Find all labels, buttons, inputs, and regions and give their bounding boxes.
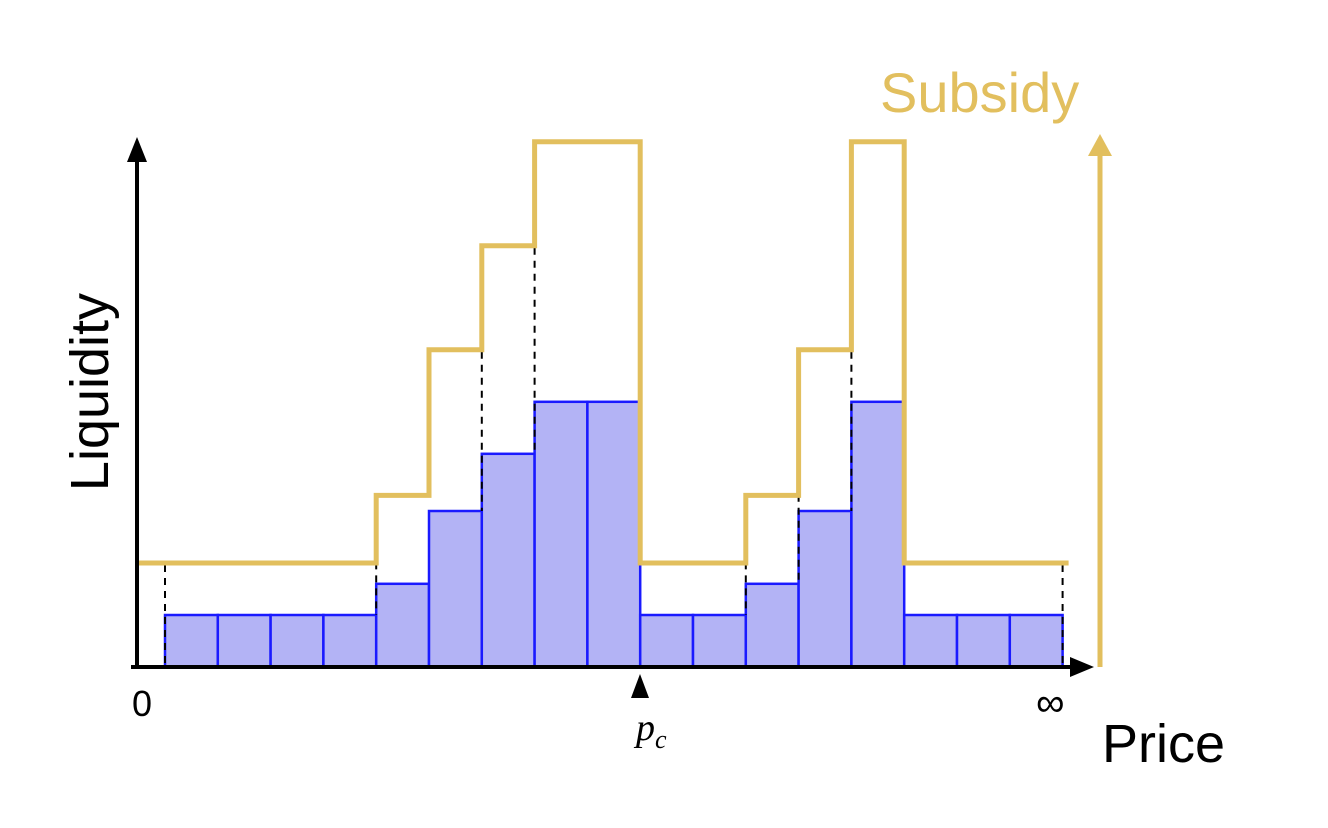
liquidity-bar — [691, 613, 748, 669]
liquidity-bar — [1008, 613, 1064, 669]
liquidity-bar — [163, 613, 220, 669]
liquidity-bar — [480, 452, 536, 669]
liquidity-bar — [216, 613, 272, 669]
subsidy-arrow — [1088, 134, 1112, 667]
liquidity-bar — [322, 613, 378, 669]
x-axis — [131, 657, 1094, 677]
current-price-label-subscript: c — [655, 725, 667, 754]
liquidity-bar — [797, 509, 853, 669]
y-axis — [127, 137, 147, 667]
infinity-label: ∞ — [1036, 681, 1065, 725]
current-price-label-base: p — [633, 707, 655, 749]
subsidy-label: Subsidy — [880, 61, 1079, 124]
liquidity-bar — [427, 509, 484, 669]
x-axis-arrowhead — [1070, 657, 1094, 677]
liquidity-bar — [955, 613, 1012, 669]
current-price-label: pc — [633, 707, 667, 754]
liquidity-bar — [533, 400, 589, 669]
subsidy-line — [137, 139, 1069, 566]
liquidity-bar — [586, 400, 642, 669]
liquidity-bar — [374, 582, 431, 669]
y-axis-label: Liquidity — [60, 293, 120, 491]
origin-label: 0 — [132, 683, 152, 724]
liquidity-bar — [744, 582, 800, 669]
y-axis-arrowhead — [127, 137, 147, 162]
current-price-marker-icon — [631, 674, 649, 698]
liquidity-bar — [902, 613, 959, 669]
liquidity-bars — [163, 400, 1064, 669]
x-axis-label: Price — [1102, 714, 1225, 774]
liquidity-bar — [269, 613, 325, 669]
liquidity-bar — [850, 400, 906, 669]
liquidity-bar — [638, 613, 695, 669]
